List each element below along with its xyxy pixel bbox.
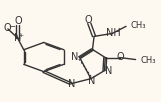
Text: N: N bbox=[88, 76, 95, 86]
Text: CH₃: CH₃ bbox=[140, 56, 156, 65]
Text: CH₃: CH₃ bbox=[131, 21, 146, 30]
Text: O: O bbox=[3, 23, 11, 33]
Text: N: N bbox=[14, 33, 21, 43]
Text: N: N bbox=[68, 79, 75, 89]
Text: +: + bbox=[18, 33, 24, 38]
Text: −: − bbox=[8, 22, 15, 31]
Text: O: O bbox=[85, 15, 92, 25]
Text: O: O bbox=[14, 16, 22, 26]
Text: N: N bbox=[105, 66, 112, 76]
Text: NH: NH bbox=[106, 28, 121, 38]
Text: O: O bbox=[117, 52, 124, 62]
Text: N: N bbox=[71, 52, 79, 62]
